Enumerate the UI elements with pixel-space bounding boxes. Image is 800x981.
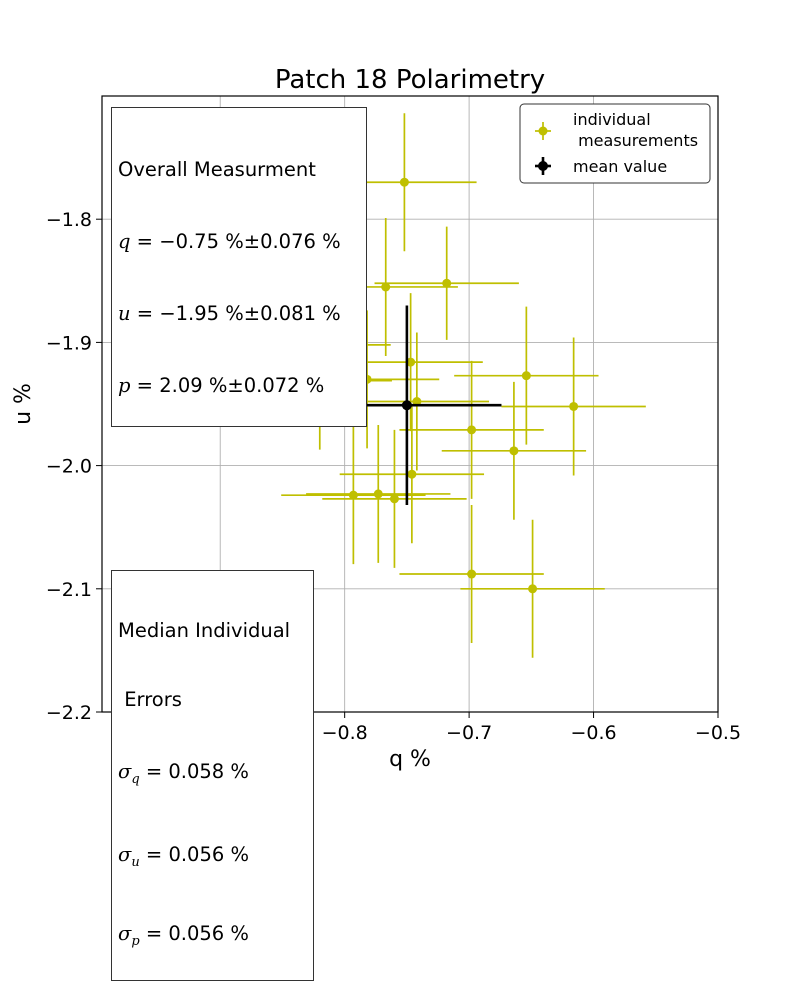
point-marker bbox=[521, 371, 531, 381]
plot-frame bbox=[101, 95, 719, 713]
median-sigma-p-line: σp = 0.056 % bbox=[118, 921, 249, 949]
point-marker bbox=[569, 401, 579, 411]
median-sigma-u-line: σu = 0.056 % bbox=[118, 842, 249, 870]
overall-p-err: 0.072 bbox=[243, 374, 300, 397]
legend-label-individual: individual bbox=[573, 110, 651, 129]
x-tick-label: −0.6 bbox=[570, 722, 616, 744]
overall-p-value: 2.09 bbox=[159, 374, 203, 397]
legend: individual measurements mean value bbox=[519, 103, 711, 184]
median-sigma-u-value: 0.056 bbox=[168, 842, 225, 866]
y-tick-label: −2.2 bbox=[46, 702, 92, 724]
x-tick-label: −0.8 bbox=[322, 722, 368, 744]
point-marker bbox=[509, 446, 519, 456]
x-tick-label: −0.5 bbox=[695, 722, 741, 744]
measurement-point bbox=[339, 405, 485, 544]
data-layer bbox=[131, 113, 646, 658]
measurement-point bbox=[460, 519, 605, 658]
point-marker bbox=[401, 400, 412, 411]
legend-label-mean: mean value bbox=[573, 157, 667, 176]
point-marker bbox=[467, 569, 477, 579]
point-marker bbox=[406, 357, 416, 367]
point-marker bbox=[373, 489, 383, 499]
point-marker bbox=[442, 278, 452, 288]
legend-box bbox=[519, 103, 711, 184]
x-axis-label: q % bbox=[389, 747, 431, 772]
legend-marker-individual bbox=[535, 122, 551, 140]
median-sigma-q-line: σq = 0.058 % bbox=[118, 760, 249, 787]
measurement-point bbox=[441, 381, 587, 520]
median-sigma-p-value: 0.056 bbox=[168, 921, 225, 945]
median-title-line1: Median Individual bbox=[118, 619, 291, 642]
chart-title: Patch 18 Polarimetry bbox=[275, 65, 545, 95]
overall-u-line: u = −1.95 %±0.081 % bbox=[118, 302, 341, 325]
measurement-point bbox=[281, 426, 426, 565]
overall-u-err: 0.081 bbox=[260, 302, 316, 325]
point-marker bbox=[389, 494, 399, 504]
point-marker bbox=[412, 397, 422, 407]
measurement-point bbox=[501, 337, 646, 476]
measurement-point bbox=[374, 226, 519, 340]
measurement-point bbox=[344, 332, 490, 471]
legend-dot bbox=[538, 161, 548, 171]
legend-dot bbox=[538, 126, 548, 136]
overall-measurement-box: Overall Measurment q = −0.75 %±0.076 % u… bbox=[111, 107, 367, 427]
y-tick-label: −1.8 bbox=[46, 209, 92, 231]
median-errors-box: Median Individual Errors σq = 0.058 % σu… bbox=[111, 570, 314, 981]
legend-label-measurements: measurements bbox=[573, 131, 698, 150]
point-marker bbox=[348, 490, 358, 500]
overall-p-line: p = 2.09 %±0.072 % bbox=[118, 374, 325, 397]
point-marker bbox=[399, 177, 409, 187]
point-marker bbox=[381, 282, 391, 292]
median-sigma-q-value: 0.058 bbox=[168, 760, 225, 783]
point-marker bbox=[407, 469, 417, 479]
y-axis-label: u % bbox=[11, 383, 36, 425]
y-tick-label: −2.1 bbox=[46, 579, 92, 601]
overall-q-line: q = −0.75 %±0.076 % bbox=[118, 230, 341, 253]
measurement-point bbox=[399, 505, 544, 644]
y-tick-label: −1.9 bbox=[46, 332, 92, 354]
measurement-point bbox=[322, 429, 467, 568]
point-marker bbox=[528, 584, 538, 594]
measurement-point bbox=[399, 360, 544, 499]
point-marker bbox=[467, 425, 477, 435]
measurement-point bbox=[306, 424, 451, 563]
overall-q-value: −0.75 bbox=[159, 230, 219, 253]
x-tick-label: −0.7 bbox=[446, 722, 492, 744]
y-tick-label: −2.0 bbox=[46, 456, 92, 478]
overall-q-err: 0.076 bbox=[260, 230, 316, 253]
overall-title: Overall Measurment bbox=[118, 158, 316, 181]
overall-u-value: −1.95 bbox=[159, 302, 220, 325]
median-title-line2: Errors bbox=[118, 688, 182, 711]
legend-marker-mean bbox=[535, 157, 551, 175]
